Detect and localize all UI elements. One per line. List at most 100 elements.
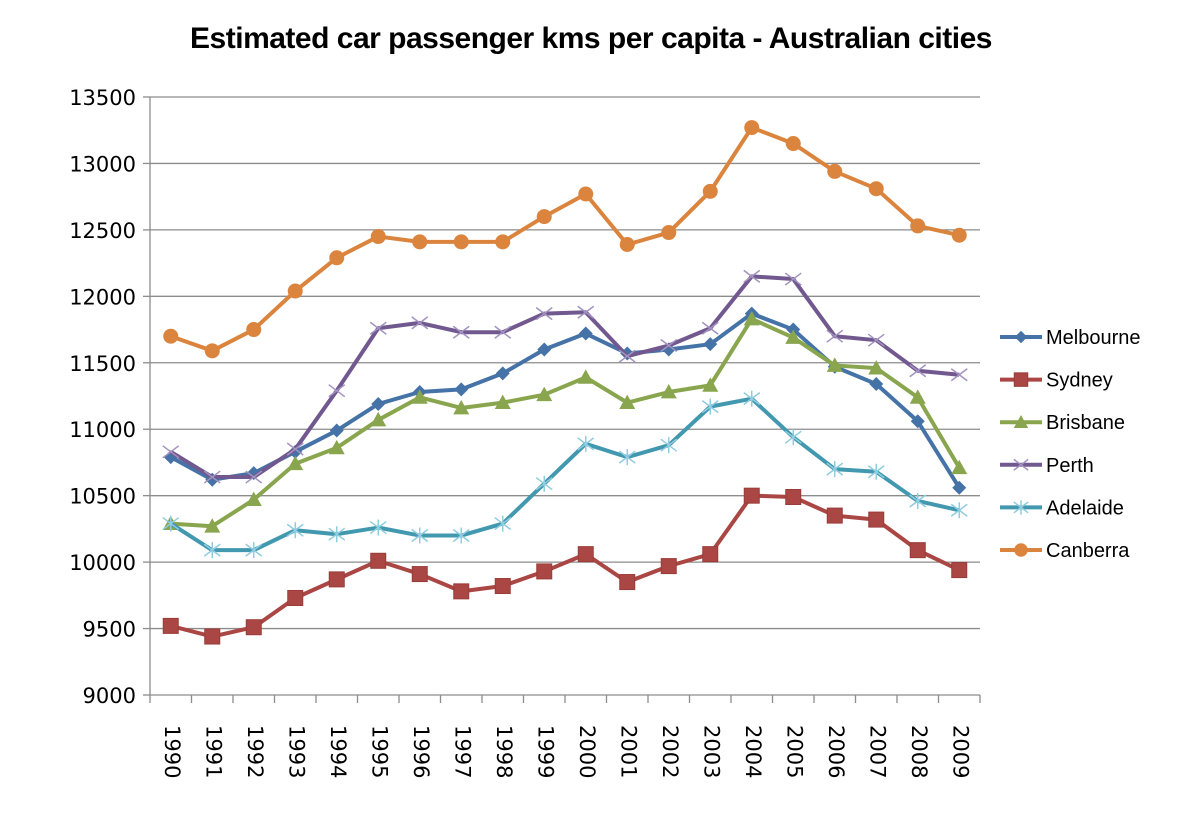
data-point <box>328 571 345 588</box>
x-tick-label: 2004 <box>741 725 765 778</box>
data-point <box>286 442 304 456</box>
legend-item-canberra: Canberra <box>1000 540 1130 562</box>
series-sydney <box>162 487 968 645</box>
series-canberra <box>163 120 967 359</box>
data-point <box>950 368 968 382</box>
series-line <box>169 274 960 480</box>
data-point <box>329 423 344 438</box>
data-point <box>661 225 677 241</box>
data-point <box>618 449 636 466</box>
data-point <box>619 394 636 410</box>
data-point <box>328 439 345 455</box>
data-point <box>578 186 594 202</box>
y-tick-label: 9000 <box>83 684 136 708</box>
data-point <box>784 429 802 446</box>
y-tick-label: 12000 <box>69 285 136 309</box>
x-tick-label: 2008 <box>907 725 931 778</box>
legend-marker <box>1013 458 1029 471</box>
data-point <box>951 562 968 579</box>
legend-marker <box>1014 330 1028 344</box>
data-point <box>909 389 926 404</box>
data-point <box>909 364 927 378</box>
data-point <box>743 310 760 326</box>
data-point <box>536 386 553 402</box>
data-point <box>619 237 635 253</box>
data-point <box>910 218 926 234</box>
series-brisbane <box>162 310 968 533</box>
x-tick-label: 1997 <box>450 725 474 778</box>
data-point <box>702 183 718 199</box>
x-tick-label: 1994 <box>326 725 350 778</box>
y-tick-label: 11000 <box>69 418 136 442</box>
data-point <box>412 234 428 250</box>
data-point <box>162 617 179 634</box>
data-point <box>245 619 262 636</box>
legend-item-brisbane: Brisbane <box>1000 412 1125 434</box>
legend: Melbourne Sydney Brisbane Perth Adelaide Canb… <box>1000 327 1141 562</box>
data-point <box>910 414 925 429</box>
data-point <box>619 574 636 591</box>
data-point <box>950 502 968 519</box>
data-point <box>411 389 428 404</box>
data-point <box>578 326 593 341</box>
y-tick-label: 10500 <box>69 485 136 509</box>
data-point <box>163 328 179 344</box>
data-point <box>452 527 470 544</box>
y-tick-label: 13500 <box>69 86 136 110</box>
legend-item-melbourne: Melbourne <box>1000 327 1141 349</box>
data-point <box>660 558 677 575</box>
data-point <box>785 329 802 344</box>
data-point <box>577 369 594 384</box>
data-point <box>826 507 843 524</box>
data-point <box>245 491 262 507</box>
data-point <box>204 628 221 645</box>
data-point <box>868 360 885 375</box>
data-point <box>660 338 678 353</box>
data-point <box>162 445 180 459</box>
data-point <box>369 519 387 536</box>
x-tick-label: 2009 <box>948 725 972 778</box>
data-point <box>287 455 304 471</box>
legend-label: Perth <box>1046 455 1094 477</box>
x-tick-label: 1995 <box>367 725 391 778</box>
data-point <box>536 209 552 225</box>
data-point <box>577 546 594 563</box>
data-point <box>162 515 180 532</box>
data-point <box>371 396 386 411</box>
x-tick-label: 1999 <box>533 725 557 778</box>
data-point <box>370 229 386 245</box>
data-point <box>494 578 511 595</box>
data-point <box>494 325 512 339</box>
series-adelaide <box>162 390 968 559</box>
data-point <box>867 463 885 480</box>
data-point <box>328 526 346 543</box>
data-point <box>909 492 927 509</box>
data-point <box>535 307 553 321</box>
data-point <box>868 181 884 197</box>
data-point <box>453 583 470 600</box>
data-point <box>245 542 263 559</box>
legend-item-sydney: Sydney <box>1000 370 1113 392</box>
series-lines <box>162 120 968 645</box>
data-point <box>701 321 719 335</box>
data-point <box>536 563 553 580</box>
data-point <box>245 470 263 484</box>
data-point <box>744 120 760 136</box>
x-tick-label: 1998 <box>492 725 516 778</box>
data-point <box>826 329 844 343</box>
series-line <box>170 125 960 353</box>
data-point <box>826 461 844 478</box>
data-point <box>743 487 760 504</box>
series-perth <box>162 269 968 484</box>
y-tick-label: 9500 <box>83 618 136 642</box>
data-point <box>204 518 221 533</box>
x-tick-label: 1990 <box>160 725 184 778</box>
x-tick-label: 2003 <box>699 725 723 778</box>
data-point <box>743 390 761 407</box>
data-point <box>495 234 511 250</box>
data-point <box>411 527 429 544</box>
data-point <box>701 398 719 415</box>
data-point <box>452 325 470 339</box>
data-point <box>286 522 304 539</box>
